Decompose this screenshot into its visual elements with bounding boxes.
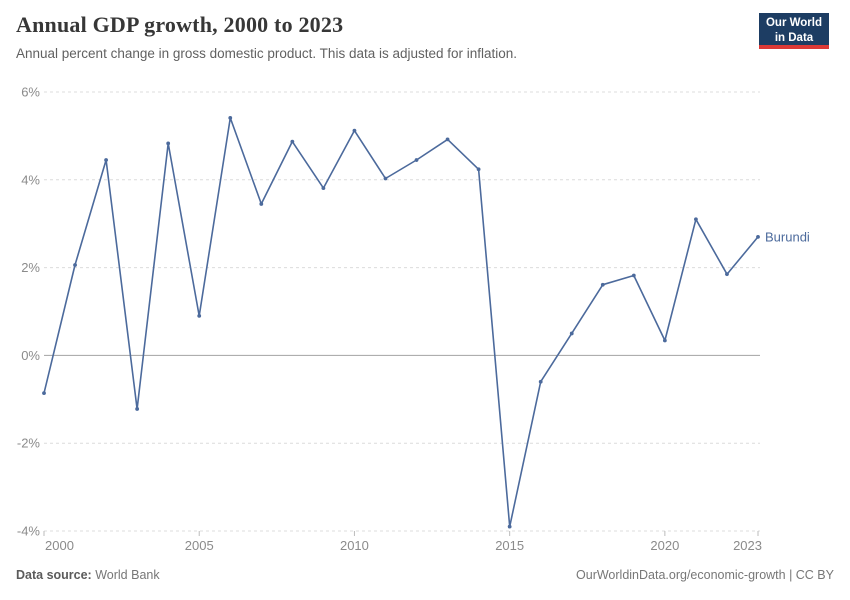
series-end-label: Burundi <box>765 229 810 244</box>
data-point-2007[interactable] <box>259 202 264 206</box>
data-point-2018[interactable] <box>600 282 605 287</box>
x-axis-tick-label: 2020 <box>650 538 679 553</box>
data-source-value: World Bank <box>95 568 160 582</box>
y-axis-tick-label: 0% <box>21 348 40 363</box>
chart-header: Annual GDP growth, 2000 to 2023 Annual p… <box>16 12 834 61</box>
data-point-2014[interactable] <box>476 167 481 172</box>
data-point-2004[interactable] <box>166 141 171 146</box>
chart-subtitle: Annual percent change in gross domestic … <box>16 46 518 61</box>
citation-link[interactable]: OurWorldinData.org/economic-growth | CC … <box>576 568 834 582</box>
data-point-2012[interactable] <box>414 158 419 162</box>
data-point-2009[interactable] <box>321 186 326 191</box>
x-axis-tick-label: 2015 <box>495 538 524 553</box>
y-axis-tick-label: 6% <box>21 85 40 100</box>
y-axis-tick-label: 4% <box>21 172 40 187</box>
data-point-2003[interactable] <box>135 407 140 411</box>
data-source-label: Data source: <box>16 568 92 582</box>
data-point-2005[interactable] <box>197 313 202 318</box>
x-axis-tick-label: 2000 <box>45 538 74 553</box>
data-point-2010[interactable] <box>352 128 357 133</box>
data-point-2002[interactable] <box>104 158 108 162</box>
line-series-burundi[interactable] <box>43 117 759 528</box>
data-point-2023[interactable] <box>756 234 760 239</box>
data-point-2013[interactable] <box>445 137 450 142</box>
y-axis-tick-label: 2% <box>21 260 40 275</box>
data-point-2006[interactable] <box>228 116 233 120</box>
data-point-2019[interactable] <box>631 273 636 278</box>
x-axis-tick-label: 2005 <box>185 538 214 553</box>
data-point-2000[interactable] <box>42 391 46 396</box>
data-point-2008[interactable] <box>290 139 295 144</box>
data-point-2021[interactable] <box>694 217 698 222</box>
data-point-2015[interactable] <box>507 524 512 529</box>
owid-logo-line1: Our World <box>765 17 822 29</box>
owid-logo[interactable]: Our World in Data <box>759 13 829 49</box>
data-point-2022[interactable] <box>725 272 729 277</box>
data-point-2017[interactable] <box>569 331 574 336</box>
data-source-note: Data source: World Bank <box>16 568 160 582</box>
y-axis-tick-label: -2% <box>17 436 41 451</box>
data-point-2011[interactable] <box>383 176 388 181</box>
data-point-2001[interactable] <box>73 263 77 267</box>
owid-logo-line2: in Data <box>774 31 814 44</box>
data-point-2016[interactable] <box>538 379 543 384</box>
x-axis-tick-label: 2010 <box>340 538 369 553</box>
chart-footer: Data source: World Bank OurWorldinData.o… <box>16 568 834 582</box>
data-point-2020[interactable] <box>662 338 667 343</box>
y-axis-tick-label: -4% <box>17 524 41 539</box>
chart-title: Annual GDP growth, 2000 to 2023 <box>16 12 344 37</box>
x-axis-tick-label: 2023 <box>733 538 762 553</box>
